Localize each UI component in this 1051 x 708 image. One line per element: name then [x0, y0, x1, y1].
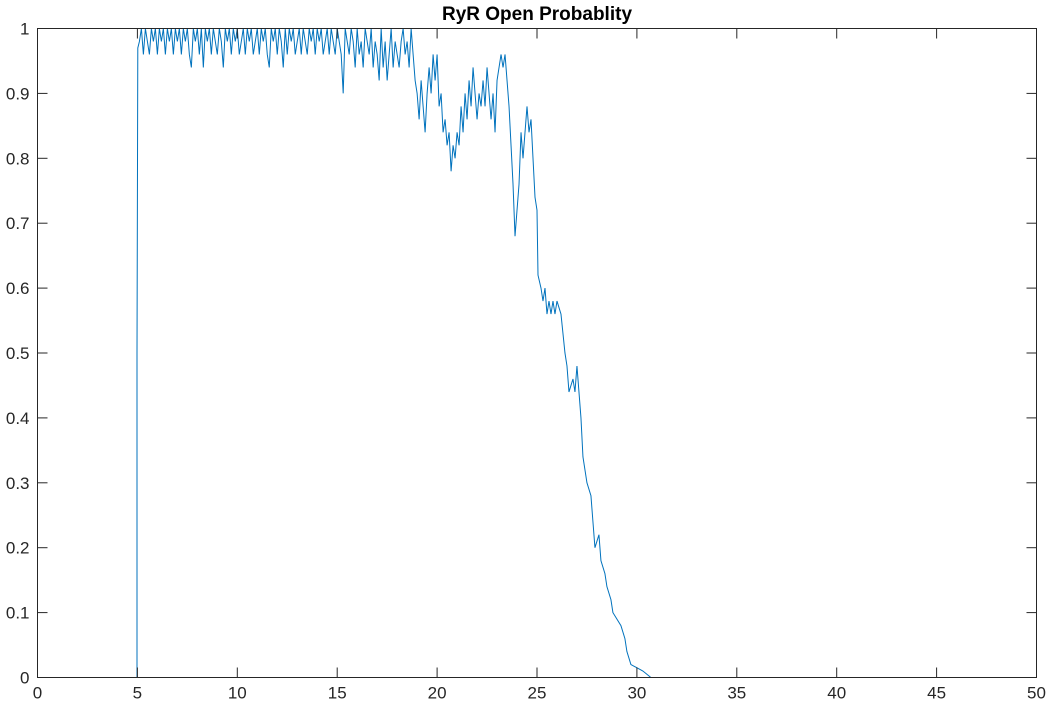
y-tick-label: 0.6: [6, 279, 30, 298]
x-tick-label: 50: [1027, 684, 1046, 703]
x-tick-label: 25: [528, 684, 547, 703]
plot-area: [37, 28, 1037, 678]
y-tick-label: 0.8: [6, 149, 30, 168]
x-tick-label: 45: [927, 684, 946, 703]
x-tick-label: 40: [827, 684, 846, 703]
y-tick-label: 0.1: [6, 604, 30, 623]
x-tick-label: 20: [428, 684, 447, 703]
y-tick-label: 1: [20, 20, 29, 39]
chart-title: RyR Open Probablity: [442, 4, 632, 25]
y-tick-label: 0.7: [6, 214, 30, 233]
x-tick-label: 30: [627, 684, 646, 703]
x-tick-label: 0: [33, 684, 42, 703]
y-tick-label: 0: [20, 669, 29, 688]
y-tick-label: 0.2: [6, 539, 30, 558]
x-tick-label: 5: [133, 684, 142, 703]
x-tick-label: 35: [727, 684, 746, 703]
x-tick-label: 15: [328, 684, 347, 703]
series-line-1: [37, 28, 1037, 678]
y-tick-label: 0.3: [6, 474, 30, 493]
axes-box: [37, 28, 1037, 678]
x-tick-label: 10: [228, 684, 247, 703]
axis-tick-labels: 0 5 10 15 20 25 30 35 40 45 50 0 0.1 0.2 0.3 0.4 0.5 0.6 0…: [6, 20, 1046, 703]
axis-ticks: [37, 28, 1037, 678]
y-tick-label: 0.5: [6, 344, 30, 363]
y-tick-label: 0.9: [6, 84, 30, 103]
y-tick-label: 0.4: [6, 409, 30, 428]
